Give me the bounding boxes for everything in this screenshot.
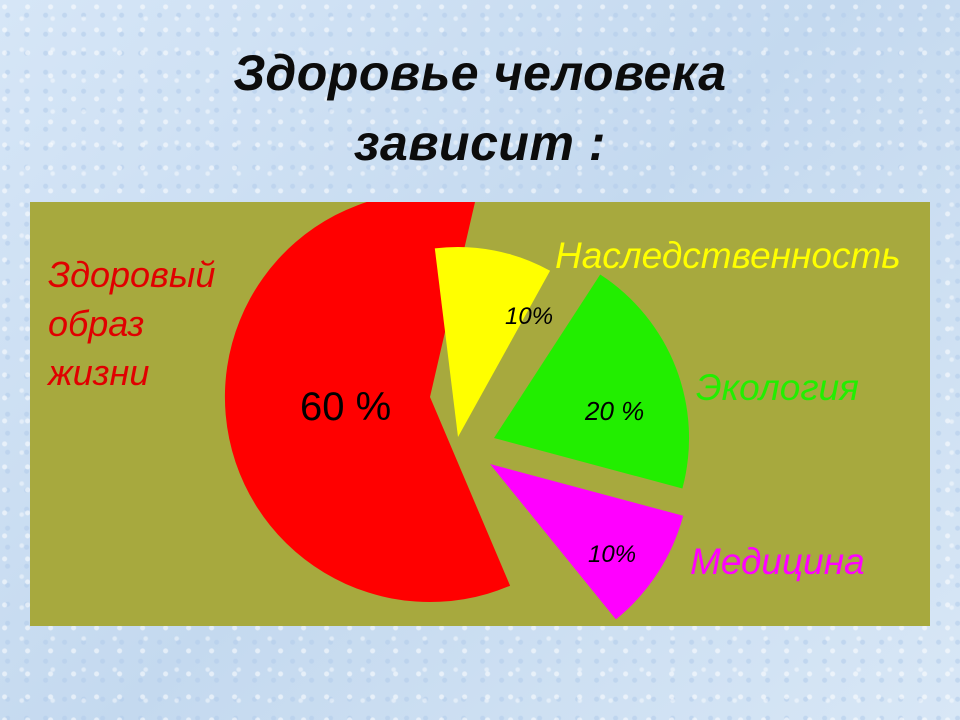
pie-slice-zozh (224, 202, 511, 603)
slice-value-label-medicine: 10% (588, 541, 636, 568)
title-line-2: зависит : (354, 115, 606, 171)
pie-slice-ecology (494, 274, 690, 489)
slice-category-label-ecology: Экология (696, 367, 859, 408)
slice-category-label-zozh: Здоровый образ жизни (46, 254, 215, 393)
pie-slice-medicine (490, 464, 684, 620)
slice-category-label-line: жизни (46, 352, 149, 393)
slice-category-label-medicine: Медицина (690, 541, 865, 582)
chart-panel: 60 % Здоровый образ жизни 10% Наследственност… (30, 202, 930, 626)
slice-value-label-heredity: 10% (505, 303, 553, 330)
slice-category-label-line: Здоровый (48, 254, 215, 295)
pie-slice-heredity (434, 246, 551, 437)
slice-category-label-heredity: Наследственность (555, 235, 901, 276)
pie-chart: 60 %Здоровый образ жизни10%Наследственност… (46, 202, 901, 620)
slice-value-label-zozh: 60 % (300, 385, 391, 429)
page-title: Здоровье человека зависит : (0, 38, 960, 178)
slice-category-label-line: образ (48, 303, 144, 344)
title-line-1: Здоровье человека (233, 45, 727, 101)
slice-value-label-ecology: 20 % (584, 396, 644, 426)
